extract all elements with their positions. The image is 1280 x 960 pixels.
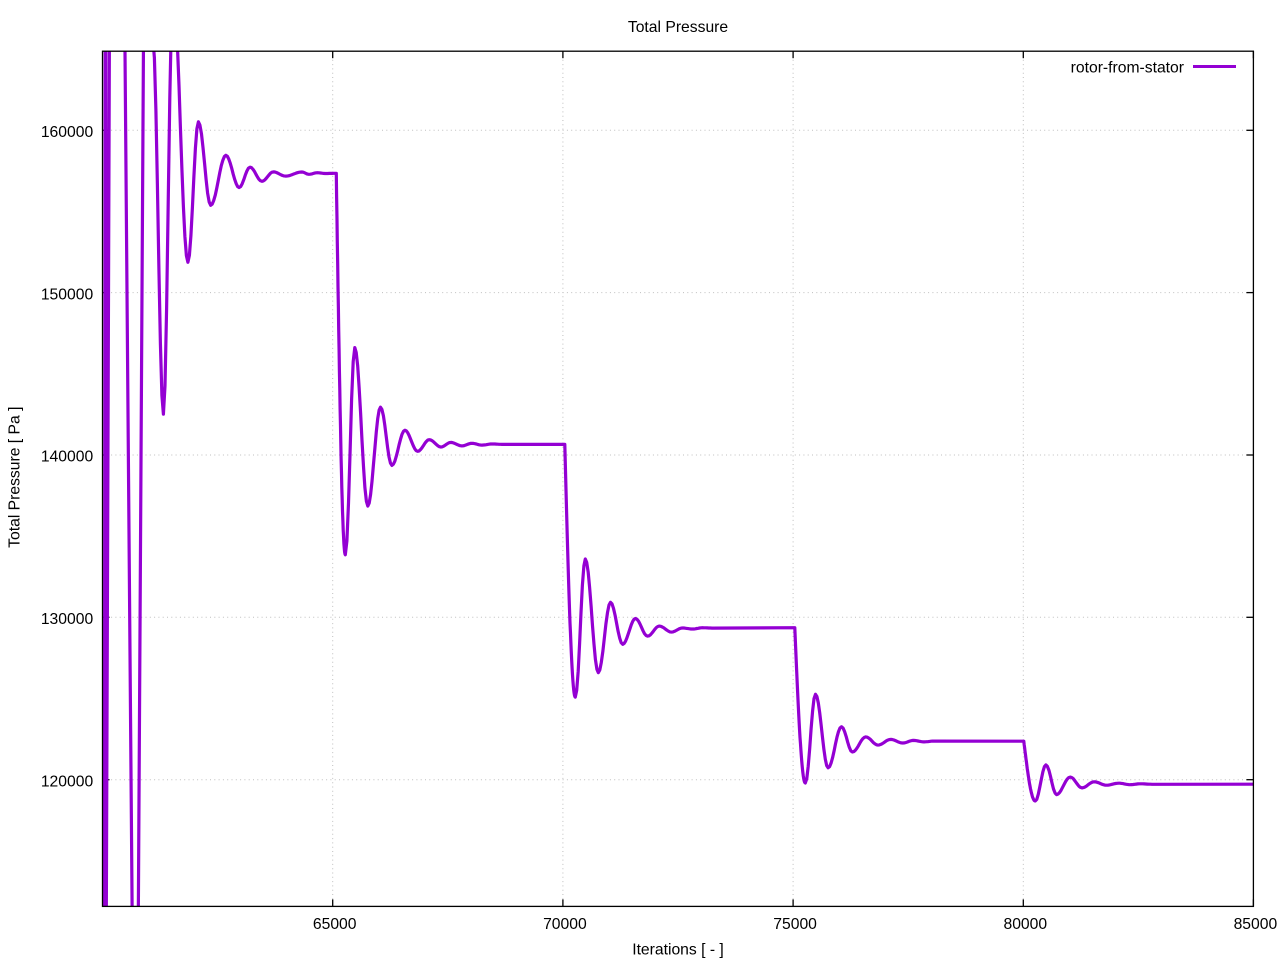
- svg-text:140000: 140000: [41, 449, 94, 466]
- svg-text:Iterations [ - ]: Iterations [ - ]: [632, 942, 724, 959]
- svg-text:Total Pressure: Total Pressure: [628, 19, 729, 36]
- svg-text:Total Pressure [ Pa ]: Total Pressure [ Pa ]: [7, 407, 24, 548]
- svg-text:70000: 70000: [543, 916, 587, 933]
- svg-text:150000: 150000: [41, 286, 94, 303]
- svg-text:65000: 65000: [313, 916, 357, 933]
- svg-text:85000: 85000: [1234, 916, 1278, 933]
- svg-text:120000: 120000: [41, 773, 94, 790]
- svg-text:130000: 130000: [41, 611, 94, 628]
- svg-text:160000: 160000: [41, 124, 94, 141]
- svg-text:rotor-from-stator: rotor-from-stator: [1071, 60, 1184, 77]
- svg-text:80000: 80000: [1003, 916, 1047, 933]
- svg-text:75000: 75000: [773, 916, 817, 933]
